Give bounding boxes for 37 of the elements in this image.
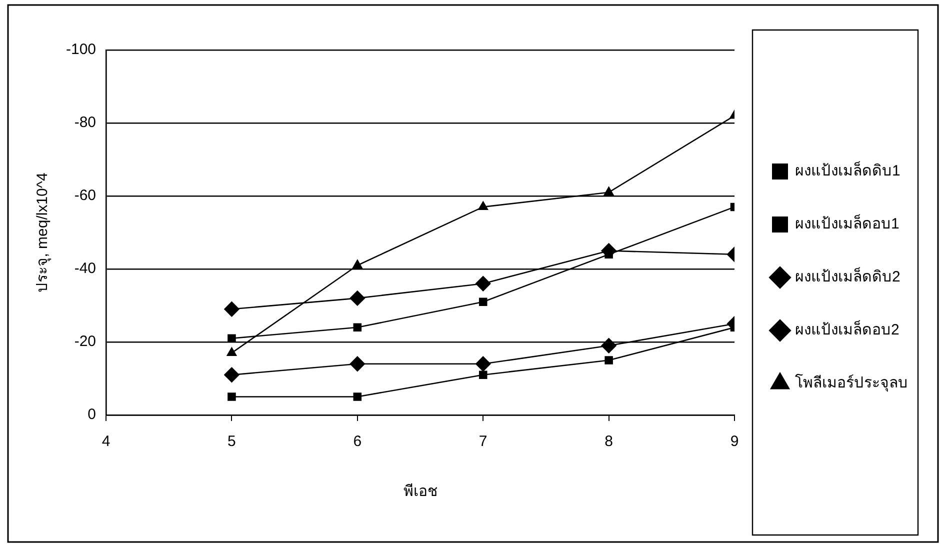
x-tick-label: 7	[478, 433, 488, 450]
x-tick-label: 4	[102, 433, 110, 450]
x-tick-label: 5	[228, 433, 236, 450]
point	[228, 392, 236, 401]
x-tick-label: 6	[353, 433, 362, 450]
point	[228, 334, 236, 342]
point	[476, 356, 491, 372]
y-axis-title: ประจุ, meq/lx10^4	[34, 172, 52, 292]
point	[224, 367, 240, 382]
y-tick-label: -40	[74, 260, 96, 278]
legend-label: ผงแป้งเมล็ดดิบ1	[795, 160, 900, 180]
point	[224, 302, 240, 317]
point	[604, 186, 614, 196]
point	[601, 338, 616, 354]
y-tick-label: -20	[74, 333, 96, 350]
y-tick-label: -100	[66, 41, 96, 58]
legend-label: ผงแป้งเมล็ดอบ1	[795, 214, 900, 233]
x-axis-title: พีเอช	[403, 483, 438, 500]
x-tick-label: 8	[604, 433, 613, 450]
point	[352, 260, 362, 268]
legend-label: โพลีเมอร์ประจุลบ	[795, 374, 908, 393]
point	[350, 356, 366, 372]
y-tick-label: 0	[88, 406, 96, 424]
point	[350, 290, 366, 306]
point	[476, 276, 491, 292]
point	[478, 298, 488, 306]
point	[478, 370, 488, 379]
point	[604, 356, 613, 364]
point	[478, 201, 488, 210]
legend-label: ผงแป้งเมล็ดดิบ2	[795, 266, 900, 286]
legend-label: ผงแป้งเมล็ดอบ2	[795, 320, 900, 339]
y-tick-label: -80	[74, 114, 96, 132]
point	[353, 392, 362, 401]
point	[226, 347, 237, 356]
point	[353, 323, 362, 332]
y-tick-label: -60	[74, 187, 96, 204]
x-tick-label: 9	[730, 433, 739, 450]
